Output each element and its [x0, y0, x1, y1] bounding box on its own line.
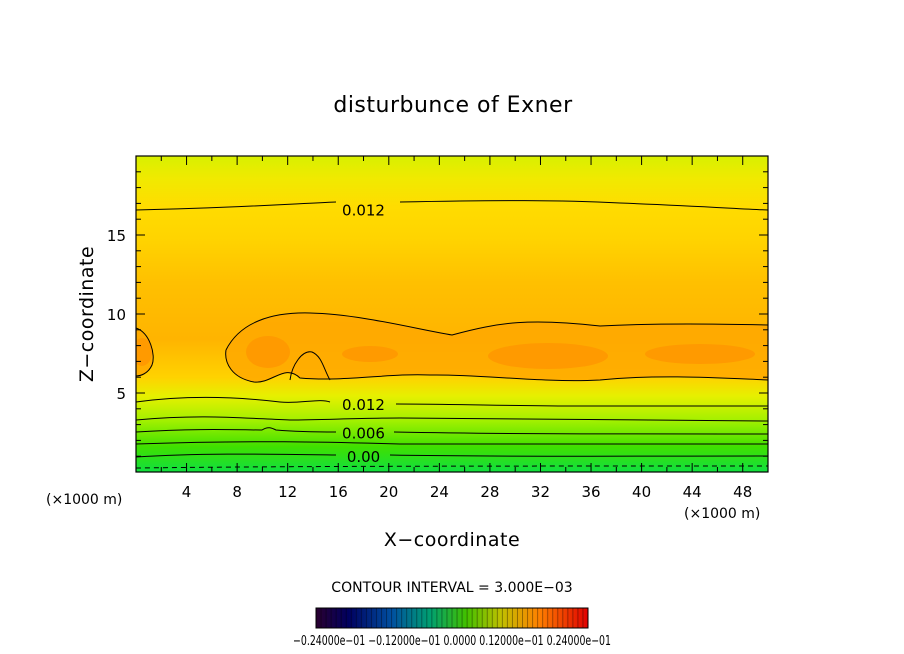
contour-line-left-lobe [136, 327, 154, 377]
y-tick-label: 10 [107, 306, 126, 324]
x-tick-label: 44 [683, 483, 702, 501]
y-tick-label: 15 [107, 227, 126, 245]
y-axis-unit: (×1000 m) [46, 492, 122, 508]
orange-core-region [225, 312, 768, 383]
x-tick-label: 12 [278, 483, 297, 501]
x-tick-label: 24 [430, 483, 449, 501]
contour-line-upper-0.012 [136, 200, 768, 211]
contour-interval-text: CONTOUR INTERVAL = 3.000E−03 [331, 580, 572, 596]
colorbar [315, 607, 589, 629]
deep-orange-patch [246, 336, 290, 368]
contour-label: 0.006 [342, 425, 385, 443]
y-tick-label: 5 [116, 385, 126, 403]
contour-lines [136, 200, 768, 469]
chart-title: disturbunce of Exner [333, 93, 573, 118]
contour-line-0.003 [136, 441, 768, 445]
y-axis-label: Z−coordinate [76, 246, 98, 382]
contour-label: 0.012 [342, 396, 385, 414]
deep-orange-patch [342, 346, 398, 362]
contour-label: 0.012 [342, 202, 385, 220]
x-tick-label: 16 [329, 483, 348, 501]
colorbar-gradient [316, 608, 588, 628]
contour-line-0.006 [136, 427, 768, 435]
x-axis-label: X−coordinate [384, 529, 520, 551]
x-tick-label: 32 [531, 483, 550, 501]
field-background [136, 156, 768, 472]
x-tick-label: 8 [232, 483, 242, 501]
contour-label-layer: 0.012 0.012 0.006 0.00 [342, 202, 385, 466]
axis-ticks [136, 156, 768, 472]
contour-line-0.009 [136, 416, 768, 422]
x-tick-label: 4 [182, 483, 192, 501]
deep-orange-patch [645, 344, 755, 364]
contour-label: 0.00 [347, 448, 380, 466]
deep-orange-patch [136, 338, 152, 366]
y-tick-labels: 5 10 15 [107, 227, 126, 403]
x-tick-label: 48 [733, 483, 752, 501]
contour-line-0.00 [136, 453, 768, 458]
deep-orange-patch [488, 343, 608, 369]
x-tick-label: 28 [480, 483, 499, 501]
colorbar-frame [315, 607, 589, 629]
colorbar-level-lines [320, 608, 584, 628]
colorbar-labels: −0.24000e−01 −0.12000e−01 0.0000 0.12000… [293, 634, 611, 649]
contour-line-core-bottom [225, 349, 768, 383]
x-axis-unit: (×1000 m) [684, 506, 760, 522]
x-tick-label: 36 [581, 483, 600, 501]
x-tick-labels: 4 8 12 16 20 24 28 32 36 40 44 48 [182, 483, 752, 501]
contour-line-lower-0.012 [136, 397, 768, 407]
contour-line-negative-dashed [136, 465, 768, 469]
x-tick-label: 40 [632, 483, 651, 501]
contour-line-core-bump [289, 351, 331, 381]
contour-line-core [225, 312, 768, 351]
x-tick-label: 20 [379, 483, 398, 501]
plot-area [136, 156, 768, 472]
